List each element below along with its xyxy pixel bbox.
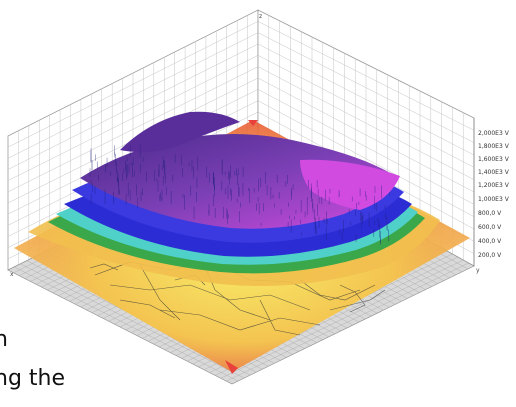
z-tick-label: 1,400E3 V <box>478 169 510 176</box>
z-tick-label: 1,600E3 V <box>478 156 510 163</box>
z-tick-label: 400,0 V <box>478 238 502 245</box>
caption-line-1: n <box>0 327 8 352</box>
z-tick-label: 2,000E3 V <box>478 130 510 137</box>
surface-spikes <box>89 144 390 245</box>
z-tick-label: 1,000E3 V <box>478 196 510 203</box>
z-tick-label: 1,800E3 V <box>478 143 510 150</box>
z-tick-label: 800,0 V <box>478 210 502 217</box>
z-tick-label: 1,200E3 V <box>478 182 510 189</box>
axis-corner-left: x <box>10 271 14 278</box>
z-axis: 2,000E3 V 1,800E3 V 1,600E3 V 1,400E3 V … <box>473 118 510 266</box>
z-tick-label: 200,0 V <box>478 252 502 259</box>
caption-line-2: ng the <box>0 366 66 391</box>
z-tick-label: 600,0 V <box>478 224 502 231</box>
axis-corner-right: y <box>476 267 480 274</box>
axis-corner-top: z <box>259 13 262 20</box>
